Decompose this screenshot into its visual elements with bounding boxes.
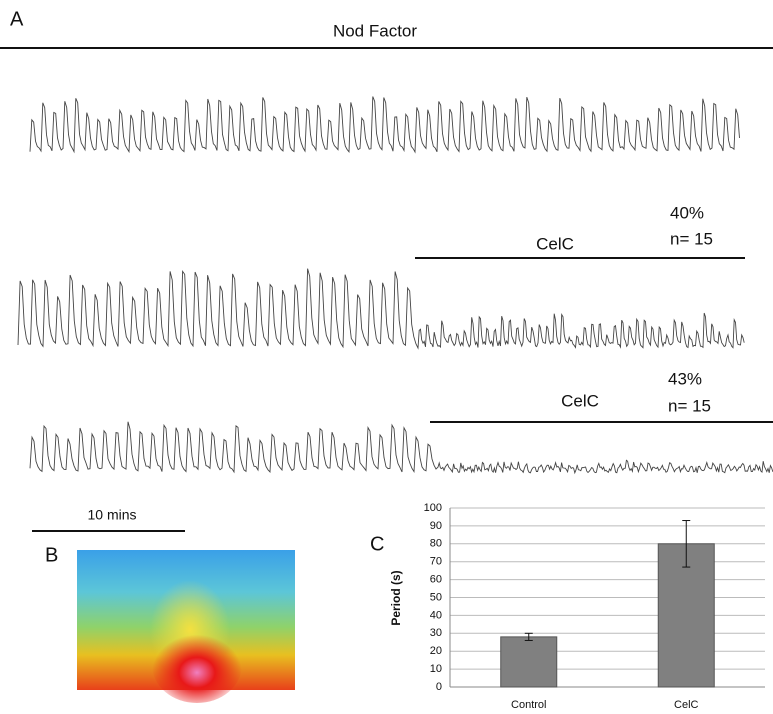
panel-label: A: [10, 8, 24, 30]
y-tick-label: 20: [430, 645, 442, 657]
trace-title: Nod Factor: [333, 21, 417, 40]
bar: [501, 637, 557, 687]
y-tick-label: 100: [424, 502, 442, 514]
y-tick-label: 60: [430, 574, 442, 586]
panel-label: B: [45, 544, 58, 566]
y-tick-label: 10: [430, 663, 442, 675]
y-tick-label: 40: [430, 609, 442, 621]
panel-b: B: [45, 544, 295, 703]
treatment-label: CelC: [536, 234, 574, 253]
n-count: n= 15: [670, 229, 713, 248]
y-tick-label: 90: [430, 520, 442, 532]
y-tick-label: 80: [430, 538, 442, 550]
y-tick-label: 50: [430, 591, 442, 603]
image-glow: [152, 627, 242, 703]
y-tick-label: 30: [430, 627, 442, 639]
treatment-label: CelC: [561, 391, 599, 410]
scale-bar-label: 10 mins: [87, 507, 136, 523]
calcium-trace: [30, 422, 773, 473]
y-tick-label: 70: [430, 556, 442, 568]
panel-label: C: [370, 533, 384, 555]
percent: 40%: [670, 203, 704, 222]
panel-a: A Nod Factor 40% n= 15 CelC 43% n= 15 Ce…: [0, 8, 773, 531]
figure: A Nod Factor 40% n= 15 CelC 43% n= 15 Ce…: [0, 0, 773, 714]
y-axis-title: Period (s): [389, 570, 403, 625]
percent: 43%: [668, 369, 702, 388]
panel-c: C Period (s) 0 10 20 30 40 50 60 70 80 90 100 Contr…: [370, 502, 765, 711]
n-count: n= 15: [668, 396, 711, 415]
calcium-trace: [30, 97, 740, 153]
calcium-trace: [18, 269, 744, 348]
x-tick-label: Control: [511, 699, 546, 711]
y-tick-label: 0: [436, 681, 442, 693]
x-tick-label: CelC: [674, 699, 699, 711]
